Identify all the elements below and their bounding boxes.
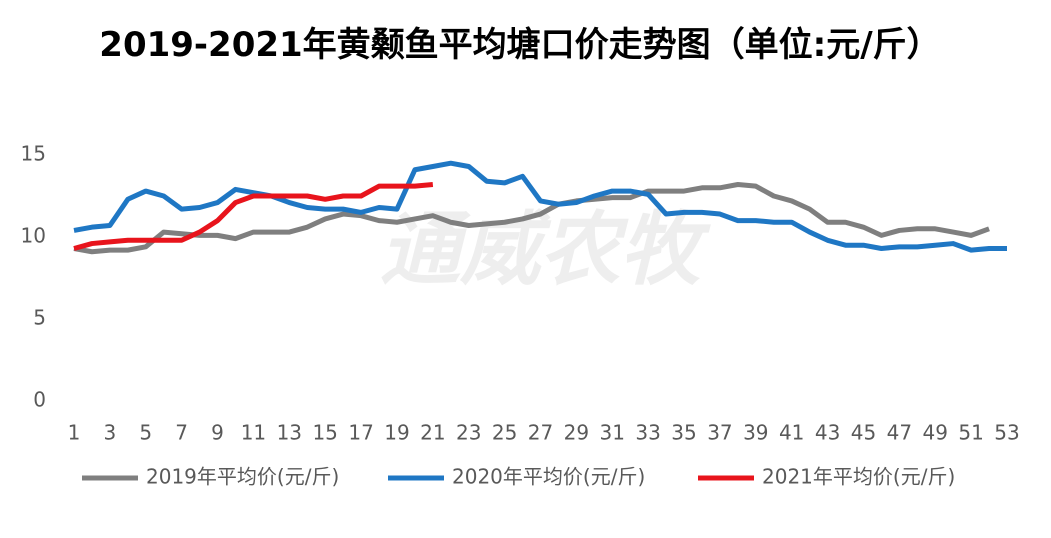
x-tick-label: 37: [707, 421, 732, 445]
x-tick-label: 23: [456, 421, 481, 445]
y-tick-label: 10: [21, 224, 46, 248]
y-tick-label: 0: [33, 388, 46, 412]
x-tick-label: 45: [851, 421, 876, 445]
x-tick-label: 21: [420, 421, 445, 445]
x-tick-label: 29: [564, 421, 589, 445]
legend-label: 2020年平均价(元/斤): [452, 465, 645, 489]
x-tick-label: 11: [241, 421, 266, 445]
x-tick-label: 25: [492, 421, 517, 445]
x-tick-label: 13: [277, 421, 302, 445]
x-tick-label: 31: [600, 421, 625, 445]
x-tick-label: 17: [348, 421, 373, 445]
legend-label: 2021年平均价(元/斤): [762, 465, 955, 489]
x-tick-label: 39: [743, 421, 768, 445]
x-tick-label: 35: [671, 421, 696, 445]
legend-label: 2019年平均价(元/斤): [146, 465, 339, 489]
x-tick-label: 3: [104, 421, 117, 445]
y-tick-label: 5: [33, 306, 46, 330]
series-line: [73, 160, 1007, 253]
x-tick-label: 9: [211, 421, 224, 445]
chart-title: 2019-2021年黄颡鱼平均塘口价走势图（单位:元/斤）: [99, 25, 941, 65]
x-tick-label: 19: [384, 421, 409, 445]
x-tick-label: 5: [139, 421, 152, 445]
x-tick-label: 53: [994, 421, 1019, 445]
x-tick-label: 15: [312, 421, 337, 445]
x-tick-label: 47: [887, 421, 912, 445]
x-tick-label: 49: [923, 421, 948, 445]
series-line: [73, 182, 434, 251]
x-tick-label: 33: [635, 421, 660, 445]
x-tick-label: 1: [68, 421, 81, 445]
x-tick-label: 27: [528, 421, 553, 445]
series-line: [73, 182, 990, 255]
x-tick-label: 43: [815, 421, 840, 445]
x-tick-label: 41: [779, 421, 804, 445]
x-tick-label: 51: [958, 421, 983, 445]
x-tick-label: 7: [175, 421, 188, 445]
y-tick-label: 15: [21, 142, 46, 166]
